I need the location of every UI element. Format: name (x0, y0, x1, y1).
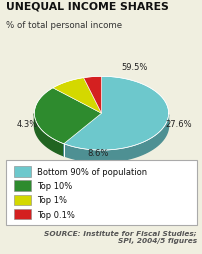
Text: 59.5%: 59.5% (121, 63, 147, 72)
Polygon shape (83, 77, 101, 114)
Polygon shape (34, 114, 63, 156)
Text: 4.3%: 4.3% (16, 120, 38, 129)
Polygon shape (63, 77, 168, 151)
Text: 27.6%: 27.6% (164, 120, 191, 129)
Polygon shape (34, 88, 101, 144)
Polygon shape (63, 115, 168, 163)
Text: Bottom 90% of population: Bottom 90% of population (36, 167, 146, 176)
Text: 8.6%: 8.6% (87, 148, 108, 157)
Text: SOURCE: Institute for Fiscal Studies;
SPI, 2004/5 figures: SOURCE: Institute for Fiscal Studies; SP… (44, 230, 196, 243)
Bar (14, 209, 31, 220)
Text: Top 0.1%: Top 0.1% (36, 210, 74, 219)
Bar (14, 181, 31, 191)
Bar (14, 195, 31, 205)
FancyBboxPatch shape (6, 160, 196, 225)
Text: Top 1%: Top 1% (36, 196, 66, 205)
Polygon shape (53, 78, 101, 114)
Text: UNEQUAL INCOME SHARES: UNEQUAL INCOME SHARES (6, 2, 168, 12)
Text: % of total personal income: % of total personal income (6, 21, 122, 30)
Bar (14, 167, 31, 177)
Text: Top 10%: Top 10% (36, 181, 72, 190)
